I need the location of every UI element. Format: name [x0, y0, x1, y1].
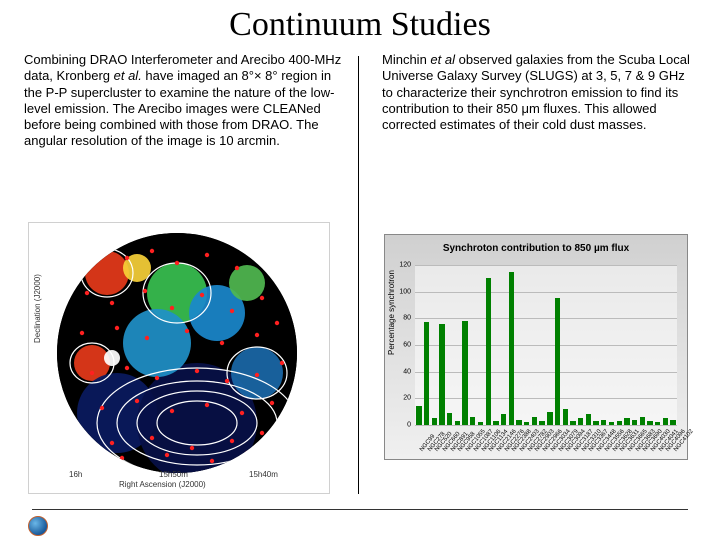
bar	[478, 422, 483, 425]
bar	[455, 421, 460, 425]
y-tick-label: 100	[395, 288, 411, 295]
bar	[640, 417, 645, 425]
bar	[655, 422, 660, 425]
bar	[601, 420, 606, 425]
bar	[670, 420, 675, 425]
y-tick-label: 60	[395, 342, 411, 349]
y-axis-label: Declination (J2000)	[33, 274, 42, 343]
y-tick-label: 40	[395, 368, 411, 375]
bar	[493, 421, 498, 425]
bar	[570, 421, 575, 425]
y-tick-label: 120	[395, 262, 411, 269]
two-column-layout: Combining DRAO Interferometer and Arecib…	[0, 48, 720, 150]
italic-span: et al	[430, 52, 455, 67]
bar	[593, 421, 598, 425]
y-tick-label: 20	[395, 395, 411, 402]
bar	[439, 324, 444, 425]
bar	[663, 418, 668, 425]
x-axis-label: Right Ascension (J2000)	[119, 480, 206, 489]
bar	[609, 422, 614, 425]
bar	[632, 420, 637, 425]
bar	[586, 414, 591, 425]
page-title: Continuum Studies	[0, 0, 720, 48]
text-span: Minchin	[382, 52, 430, 67]
bar	[547, 412, 552, 425]
globe-logo-icon	[28, 516, 48, 536]
bar	[501, 414, 506, 425]
x-tick: 15h40m	[249, 470, 278, 479]
bar	[647, 421, 652, 425]
x-tick: 15h50m	[159, 470, 188, 479]
footer-rule	[32, 509, 688, 510]
bar	[509, 272, 514, 425]
bar	[563, 409, 568, 425]
radio-map-svg	[57, 233, 297, 473]
bar	[470, 417, 475, 425]
right-column-text: Minchin et al observed galaxies from the…	[360, 48, 702, 150]
bar	[486, 278, 491, 425]
bar	[617, 421, 622, 425]
bar	[524, 422, 529, 425]
bar	[447, 413, 452, 425]
radio-map-image	[57, 233, 297, 473]
bar	[432, 418, 437, 425]
synchrotron-chart-figure: Synchroton contribution to 850 µm flux P…	[380, 222, 692, 494]
bar	[516, 420, 521, 425]
bar	[624, 418, 629, 425]
bar	[555, 298, 560, 425]
right-paragraph: Minchin et al observed galaxies from the…	[382, 52, 696, 133]
left-paragraph: Combining DRAO Interferometer and Arecib…	[24, 52, 346, 150]
bar	[578, 418, 583, 425]
plot-area: 020406080100120NGC99NGC278NGC520NGC660NG…	[415, 265, 677, 425]
italic-span: et al.	[114, 68, 142, 83]
y-tick-label: 0	[395, 422, 411, 429]
x-tick: 16h	[69, 470, 82, 479]
bar	[416, 406, 421, 425]
bar	[532, 417, 537, 425]
bar	[462, 321, 467, 425]
radio-map-figure: Declination (J2000) 16h 15h50m 15h40m Ri…	[28, 222, 330, 494]
y-tick-label: 80	[395, 315, 411, 322]
chart-title: Synchroton contribution to 850 µm flux	[385, 235, 687, 256]
chart-panel: Synchroton contribution to 850 µm flux P…	[384, 234, 688, 460]
bar	[539, 421, 544, 425]
column-divider	[358, 56, 359, 494]
bar	[424, 322, 429, 425]
left-column-text: Combining DRAO Interferometer and Arecib…	[18, 48, 360, 150]
